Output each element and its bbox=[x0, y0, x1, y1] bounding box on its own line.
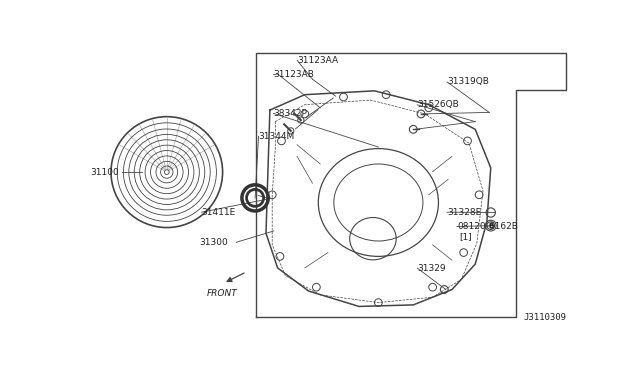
Text: FRONT: FRONT bbox=[207, 289, 237, 298]
Text: J3110309: J3110309 bbox=[523, 314, 566, 323]
Text: B: B bbox=[488, 222, 493, 228]
Text: 31411E: 31411E bbox=[202, 208, 236, 217]
Text: 31328E: 31328E bbox=[447, 208, 481, 217]
Text: 31123AA: 31123AA bbox=[297, 56, 339, 65]
Text: 08120-6162B: 08120-6162B bbox=[457, 222, 518, 231]
Text: 38342P: 38342P bbox=[273, 109, 307, 118]
Text: 31329: 31329 bbox=[417, 264, 446, 273]
Text: 31100: 31100 bbox=[90, 168, 118, 177]
Text: [1]: [1] bbox=[460, 232, 472, 241]
Text: 31300: 31300 bbox=[199, 238, 228, 247]
Text: 31526QB: 31526QB bbox=[417, 100, 459, 109]
Text: 31319QB: 31319QB bbox=[447, 77, 489, 86]
Text: 31344M: 31344M bbox=[259, 132, 295, 141]
Text: 31123AB: 31123AB bbox=[273, 70, 314, 79]
